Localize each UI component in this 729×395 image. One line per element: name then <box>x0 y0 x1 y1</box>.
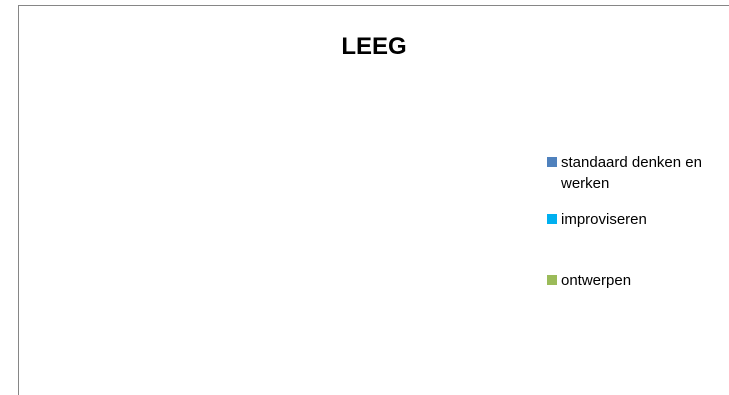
chart-area: LEEG standaard denken en werken improvis… <box>18 5 729 395</box>
legend-label: standaard denken en werken <box>561 154 702 192</box>
legend-label: ontwerpen <box>561 272 632 289</box>
legend-entry-ontwerpen: ontwerpen <box>547 270 727 291</box>
legend-swatch-ontwerpen <box>547 275 557 285</box>
legend-swatch-improviseren <box>547 214 557 224</box>
legend-entry-improviseren: improviseren <box>547 209 727 230</box>
legend-entry-standaard-denken-en-werken: standaard denken en werken <box>547 152 727 194</box>
chart-title: LEEG <box>341 33 407 60</box>
legend-swatch-standaard-denken-en-werken <box>547 157 557 167</box>
legend-label: improviseren <box>561 211 647 228</box>
